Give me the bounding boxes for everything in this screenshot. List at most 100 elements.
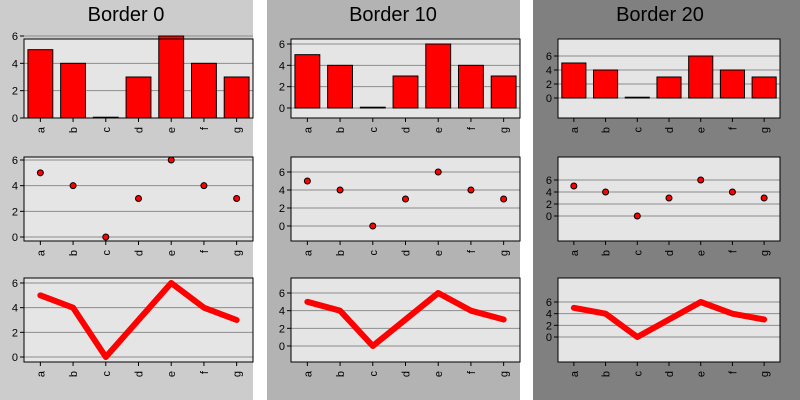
y-tick-label: 4 <box>12 303 18 315</box>
bar-g <box>490 75 517 109</box>
column-title-border-10: Border 10 <box>349 4 437 26</box>
x-tick-label: b <box>601 371 613 377</box>
x-tick-label: e <box>433 127 445 133</box>
point-a <box>303 177 311 185</box>
y-tick-label: 0 <box>279 221 285 233</box>
y-tick-label: 4 <box>12 58 18 70</box>
x-tick-label: g <box>499 250 511 256</box>
x-tick-label: e <box>166 250 178 256</box>
panel-bar-col-2: 0 2 4 6 a b c d e f g <box>546 38 781 133</box>
x-tick-label: f <box>466 370 478 374</box>
y-tick-label: 6 <box>546 297 552 309</box>
y-tick-label: 4 <box>279 60 285 72</box>
x-tick-label: c <box>632 371 644 377</box>
x-tick-label: c <box>368 127 380 133</box>
x-tick-label: d <box>664 127 676 133</box>
series-line <box>37 280 240 360</box>
x-tick-label: e <box>433 250 445 256</box>
panel-line-col-0: 0 2 4 6 a b c d e f g <box>12 277 254 377</box>
y-tick-label: 2 <box>279 82 285 94</box>
bar-b <box>60 62 87 119</box>
y-tick-label: 2 <box>279 323 285 335</box>
x-tick-label: g <box>232 371 244 377</box>
y-tick-label: 6 <box>279 167 285 179</box>
x-tick-label: e <box>166 371 178 377</box>
y-tick-label: 4 <box>546 187 552 199</box>
point-e <box>434 168 442 176</box>
y-tick-label: 2 <box>546 79 552 91</box>
x-tick-label: a <box>569 370 581 377</box>
bar-f <box>719 69 745 99</box>
x-tick-label: b <box>68 127 80 133</box>
point-b <box>336 186 344 194</box>
y-tick-label: 0 <box>12 352 18 364</box>
y-tick-label: 2 <box>12 327 18 339</box>
y-tick-label: 4 <box>546 309 552 321</box>
x-tick-label: e <box>433 371 445 377</box>
point-c <box>633 212 641 220</box>
x-tick-label: d <box>134 371 146 377</box>
point-a <box>36 169 44 177</box>
x-tick-label: f <box>199 249 211 253</box>
x-tick-label: a <box>35 249 47 256</box>
y-tick-label: 0 <box>546 332 552 344</box>
x-tick-label: b <box>335 250 347 256</box>
y-tick-label: 2 <box>12 86 18 98</box>
point-d <box>135 195 142 202</box>
point-f <box>200 182 208 190</box>
y-tick-label: 0 <box>546 211 552 223</box>
bar-e <box>688 55 714 99</box>
bar-c <box>359 106 386 109</box>
y-tick-label: 2 <box>546 320 552 332</box>
x-tick-label: d <box>401 127 413 133</box>
point-g <box>233 195 241 202</box>
x-tick-label: d <box>401 250 413 256</box>
bar-a <box>27 49 54 119</box>
x-tick-label: d <box>664 250 676 256</box>
bar-f <box>457 64 484 109</box>
point-f <box>467 186 475 194</box>
point-b <box>69 182 77 190</box>
y-tick-label: 6 <box>279 39 285 51</box>
y-tick-label: 2 <box>546 199 552 211</box>
point-g <box>760 194 768 202</box>
x-tick-label: g <box>232 250 244 256</box>
point-c <box>369 222 377 230</box>
bar-e <box>425 43 452 109</box>
bar-b <box>327 64 354 109</box>
x-tick-label: b <box>601 250 613 256</box>
y-tick-label: 4 <box>279 185 285 197</box>
x-tick-label: g <box>499 127 511 133</box>
x-tick-label: a <box>35 370 47 377</box>
y-tick-label: 6 <box>12 31 18 43</box>
panel-bar-col-1: 0 2 4 6 a b c d e f g <box>279 38 521 133</box>
bar-g <box>223 76 250 119</box>
y-tick-label: 6 <box>546 51 552 63</box>
x-tick-label: a <box>302 249 314 256</box>
bar-e <box>158 35 185 119</box>
panel-line-col-1: 0 2 4 6 a b c d e f g <box>279 277 521 377</box>
point-b <box>602 188 610 196</box>
x-tick-label: c <box>632 250 644 256</box>
x-tick-label: g <box>759 371 771 377</box>
bar-d <box>656 76 682 99</box>
x-tick-label: a <box>35 126 47 133</box>
y-tick-label: 0 <box>279 103 285 115</box>
bar-c <box>624 96 650 99</box>
x-tick-label: d <box>664 371 676 377</box>
x-tick-label: e <box>696 250 708 256</box>
x-tick-label: e <box>696 127 708 133</box>
x-tick-label: f <box>727 126 739 130</box>
y-tick-label: 2 <box>279 203 285 215</box>
point-e <box>697 176 705 184</box>
y-tick-label: 6 <box>12 278 18 290</box>
x-tick-label: g <box>499 371 511 377</box>
x-tick-label: b <box>68 371 80 377</box>
y-tick-label: 0 <box>12 232 18 244</box>
x-tick-label: d <box>134 127 146 133</box>
column-title-border-0: Border 0 <box>88 4 165 26</box>
x-tick-label: g <box>759 250 771 256</box>
